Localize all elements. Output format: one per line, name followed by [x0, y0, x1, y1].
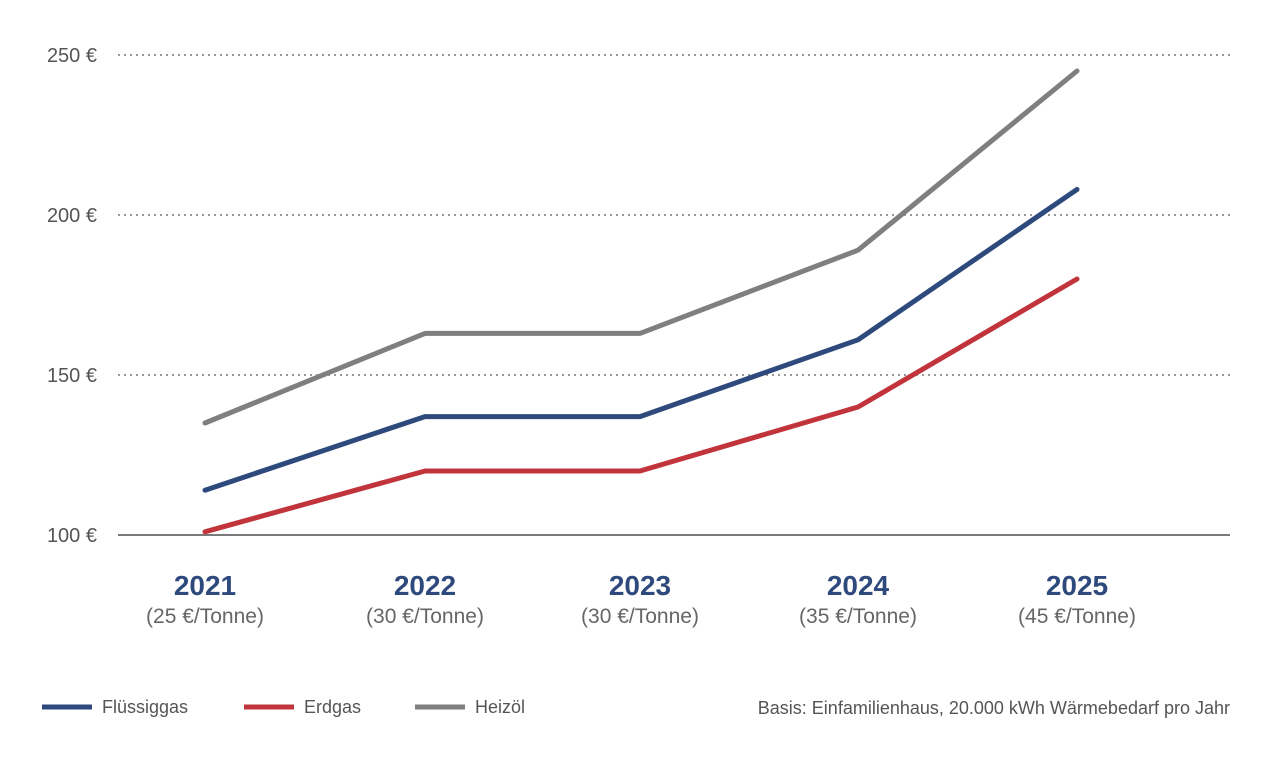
basis-note: Basis: Einfamilienhaus, 20.000 kWh Wärme…	[758, 698, 1230, 718]
x-tick-sublabel: (35 €/Tonne)	[799, 605, 917, 628]
x-tick-label: 2024	[827, 570, 890, 601]
y-axis: 100 € 150 € 200 € 250 €	[47, 45, 97, 547]
legend: Flüssiggas Erdgas Heizöl	[42, 697, 525, 717]
x-tick-label: 2021	[174, 570, 236, 601]
x-tick-label: 2025	[1046, 570, 1108, 601]
x-tick-sublabel: (30 €/Tonne)	[366, 605, 484, 628]
x-tick-label: 2023	[609, 570, 671, 601]
legend-label: Flüssiggas	[102, 697, 188, 717]
y-tick-label: 200 €	[47, 205, 97, 227]
series-line-erdgas	[202, 276, 1080, 535]
x-tick-sublabel: (30 €/Tonne)	[581, 605, 699, 628]
series-lines	[202, 68, 1080, 535]
y-tick-label: 250 €	[47, 45, 97, 67]
x-tick-label: 2022	[394, 570, 456, 601]
x-axis: 2021 (25 €/Tonne) 2022 (30 €/Tonne) 2023 (30 …	[146, 570, 1136, 628]
x-tick-sublabel: (25 €/Tonne)	[146, 605, 264, 628]
y-tick-label: 150 €	[47, 365, 97, 387]
series-line-heizoel	[202, 68, 1080, 426]
legend-label: Heizöl	[475, 697, 525, 717]
grid-lines	[118, 54, 1230, 536]
x-tick-sublabel: (45 €/Tonne)	[1018, 605, 1136, 628]
series-line-fluessiggas	[202, 186, 1080, 493]
y-tick-label: 100 €	[47, 525, 97, 547]
legend-label: Erdgas	[304, 697, 361, 717]
